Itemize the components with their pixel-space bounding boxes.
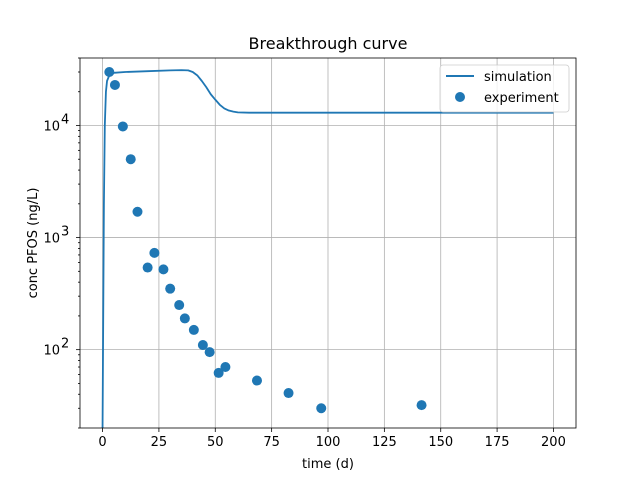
experiment-point bbox=[158, 264, 168, 274]
experiment-point bbox=[284, 388, 294, 398]
chart-title: Breakthrough curve bbox=[249, 34, 408, 53]
x-axis-label: time (d) bbox=[302, 457, 354, 472]
experiment-point bbox=[220, 362, 230, 372]
y-tick-exponent: 4 bbox=[61, 112, 69, 127]
experiment-point bbox=[104, 67, 114, 77]
experiment-point bbox=[316, 403, 326, 413]
experiment-point bbox=[165, 284, 175, 294]
experiment-point bbox=[132, 207, 142, 217]
x-tick-label: 0 bbox=[98, 435, 106, 450]
experiment-point bbox=[110, 80, 120, 90]
x-tick-label: 200 bbox=[541, 435, 566, 450]
experiment-point bbox=[126, 154, 136, 164]
y-axis-label: conc PFOS (ng/L) bbox=[26, 188, 41, 299]
legend-marker-swatch bbox=[455, 92, 465, 102]
experiment-layer bbox=[104, 67, 426, 413]
experiment-point bbox=[205, 347, 215, 357]
y-tick-label: 10 bbox=[43, 232, 60, 247]
x-tick-label: 175 bbox=[485, 435, 510, 450]
legend-label-simulation: simulation bbox=[484, 70, 552, 85]
x-tick-label: 50 bbox=[207, 435, 224, 450]
x-tick-label: 150 bbox=[428, 435, 453, 450]
y-tick-label: 10 bbox=[43, 119, 60, 134]
experiment-point bbox=[149, 248, 159, 258]
y-tick-exponent: 2 bbox=[61, 337, 69, 352]
experiment-point bbox=[180, 313, 190, 323]
experiment-point bbox=[252, 376, 262, 386]
y-tick-label: 10 bbox=[43, 344, 60, 359]
y-tick-exponent: 3 bbox=[61, 225, 69, 240]
x-tick-label: 25 bbox=[151, 435, 168, 450]
experiment-point bbox=[143, 263, 153, 273]
experiment-point bbox=[174, 300, 184, 310]
legend-label-experiment: experiment bbox=[484, 91, 559, 106]
legend: simulation experiment bbox=[440, 65, 569, 112]
x-tick-label: 75 bbox=[263, 435, 280, 450]
experiment-point bbox=[417, 400, 427, 410]
experiment-point bbox=[118, 121, 128, 131]
x-tick-label: 100 bbox=[316, 435, 341, 450]
x-tick-label: 125 bbox=[372, 435, 397, 450]
experiment-point bbox=[189, 325, 199, 335]
